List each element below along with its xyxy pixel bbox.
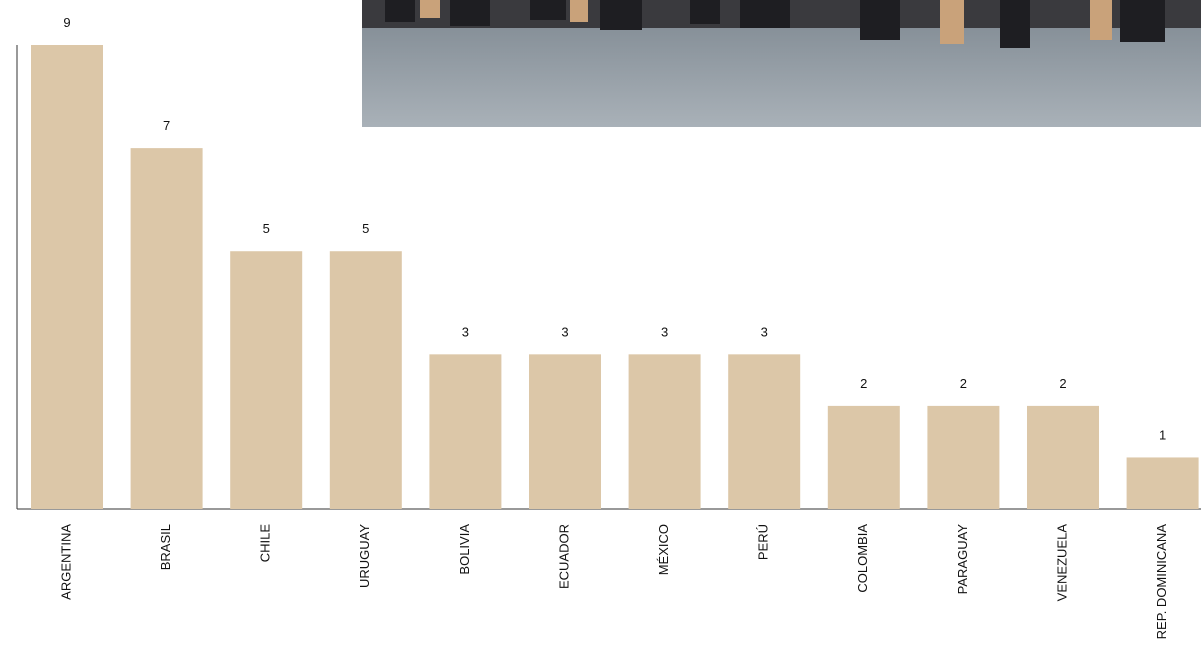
x-tick-label: BRASIL [158,524,173,570]
x-tick-label: PARAGUAY [955,524,970,595]
bar [728,354,801,509]
x-tick-label: ECUADOR [556,524,571,589]
bar [1027,405,1099,509]
value-label: 9 [63,15,70,30]
bar [130,148,203,509]
x-tick-label: PERÚ [756,524,771,560]
x-tick-label: URUGUAY [357,524,372,588]
value-label: 3 [462,324,469,339]
x-tick-label: MÉXICO [656,524,671,575]
x-tick-label: VENEZUELA [1054,524,1069,602]
x-tick-label: BOLIVIA [457,524,472,575]
bar [329,251,402,509]
value-label: 2 [860,376,867,391]
x-tick-label: REP. DOMINICANA [1154,524,1169,640]
bar [927,405,1000,509]
bar [31,45,103,509]
value-label: 2 [1059,376,1066,391]
value-label: 3 [661,324,668,339]
value-label: 1 [1159,427,1166,442]
bar [429,354,502,509]
value-label: 3 [761,324,768,339]
bar [628,354,701,509]
x-tick-label: ARGENTINA [58,524,73,600]
value-label: 2 [960,376,967,391]
bar [230,251,303,509]
bar [529,354,601,509]
value-label: 3 [561,324,568,339]
bar [1126,457,1199,509]
x-tick-label: COLOMBIA [855,524,870,593]
value-label: 5 [362,221,369,236]
value-label: 7 [163,118,170,133]
x-tick-label: CHILE [258,524,273,563]
value-label: 5 [263,221,270,236]
bar [827,405,900,509]
photo [362,0,1201,127]
